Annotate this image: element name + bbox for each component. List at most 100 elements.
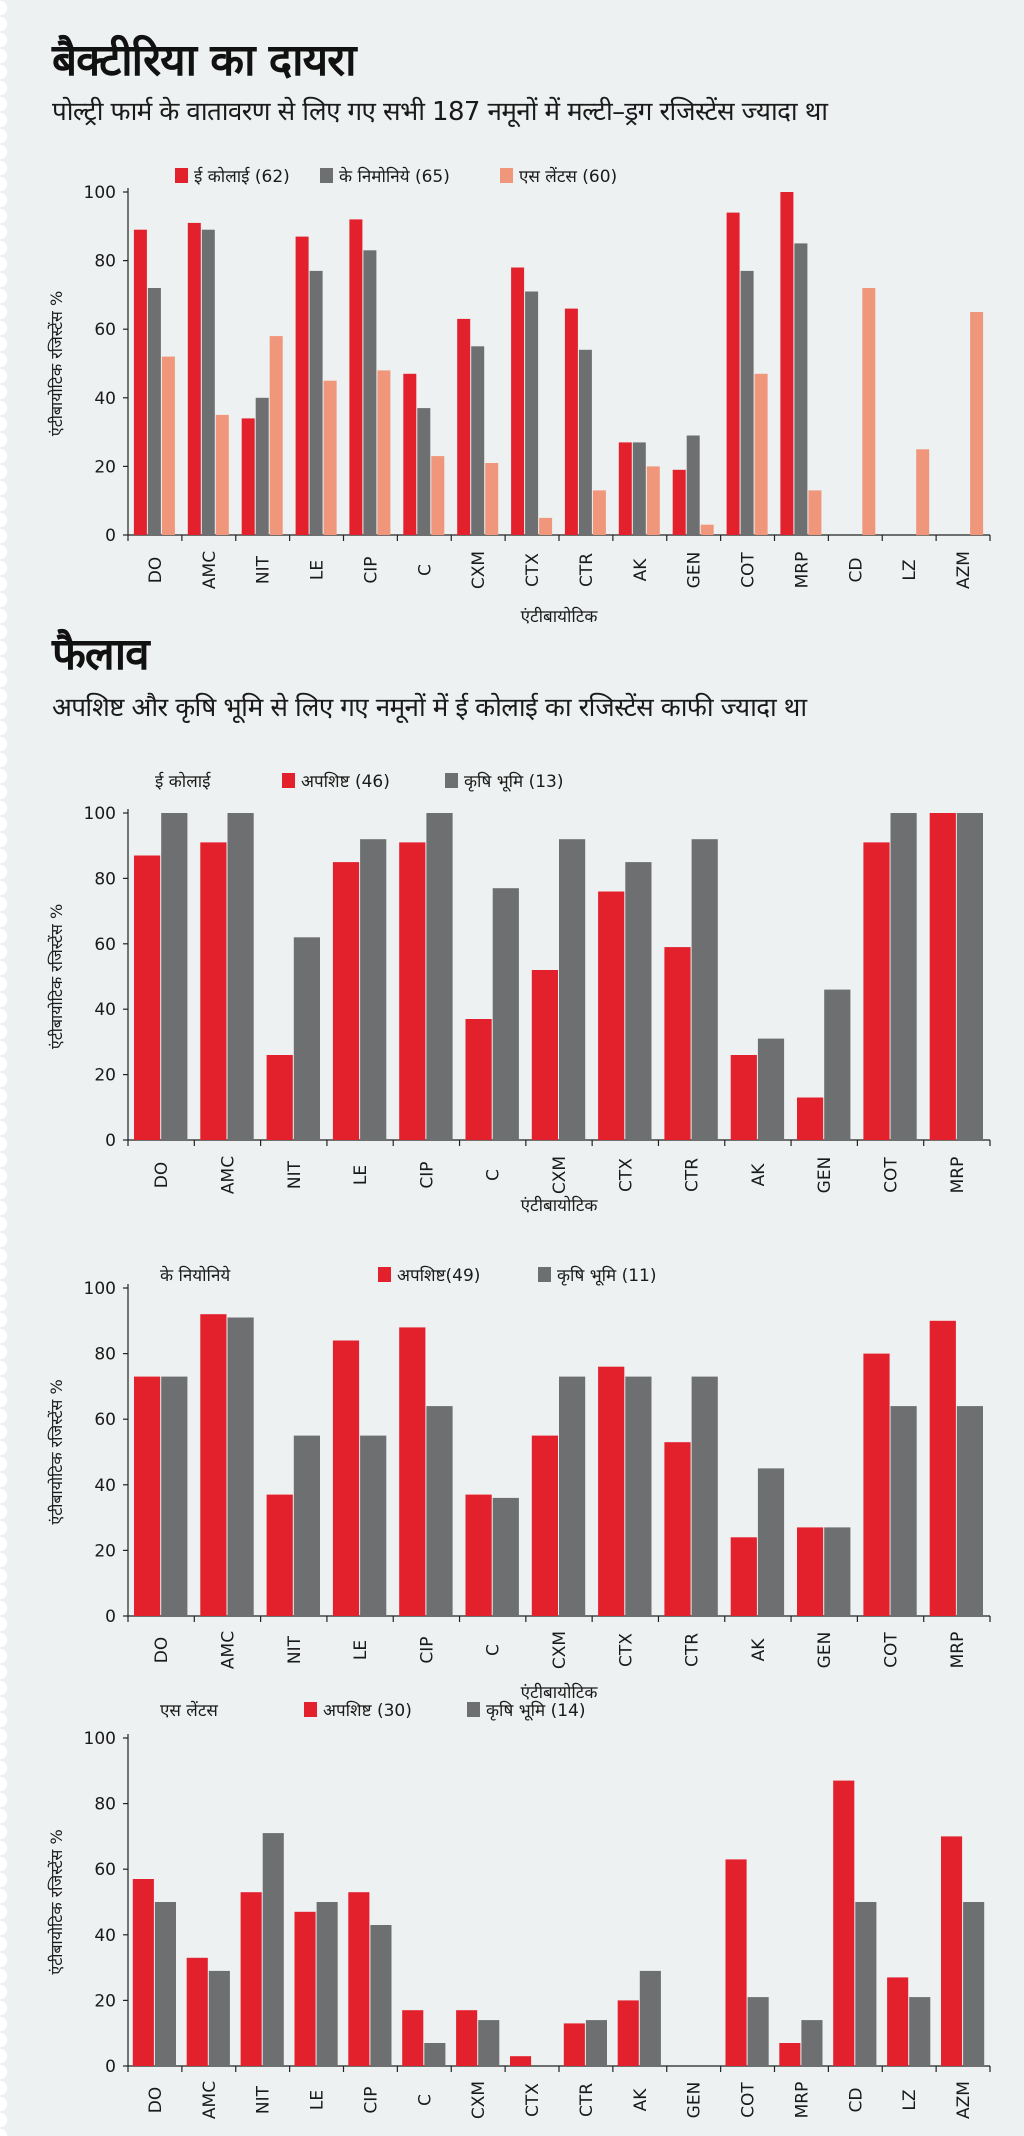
x-tick-label: C xyxy=(415,564,435,576)
bar-le-series-1 xyxy=(309,270,323,535)
x-tick-label: CXM xyxy=(550,1156,570,1194)
x-tick-label: MRP xyxy=(792,2082,812,2119)
bar-ak-series-2 xyxy=(646,466,660,535)
legend-label: के निमोनिये (65) xyxy=(339,166,450,187)
bar-cip-series-1 xyxy=(426,813,453,1140)
x-tick-label: CTR xyxy=(683,1158,703,1192)
bar-ctr-series-0 xyxy=(563,2023,585,2066)
bar-c-series-1 xyxy=(492,888,519,1140)
x-tick-label: C xyxy=(415,2094,435,2106)
bar-do-series-1 xyxy=(161,1376,188,1616)
bar-c-series-0 xyxy=(403,373,417,535)
bar-cxm-series-1 xyxy=(559,1376,586,1616)
x-tick-label: CD xyxy=(846,2088,866,2113)
bar-ctr-series-1 xyxy=(585,2020,607,2066)
chart-ecoli-svg: 0 20 40 60 80 100 एंटीबायोटिक रजिस्टेंस % DO AMC… xyxy=(47,771,991,1216)
legend-swatch xyxy=(500,168,513,183)
bar-nit-series-1 xyxy=(262,1833,284,2066)
torn-paper-edge xyxy=(0,0,22,2136)
y-tick-label: 20 xyxy=(94,1066,116,1086)
bar-cxm-series-0 xyxy=(456,2010,478,2066)
x-tick-label: C xyxy=(484,1644,504,1656)
y-axis-label: एंटीबायोटिक रजिस्टेंस % xyxy=(47,904,66,1049)
x-tick-label: NIT xyxy=(285,1160,305,1189)
y-tick-label: 100 xyxy=(84,1729,116,1749)
bar-cot-series-1 xyxy=(890,1406,917,1616)
bar-cd-series-0 xyxy=(833,1780,855,2066)
bar-ctx-series-0 xyxy=(511,267,525,535)
x-tick-label: CTX xyxy=(616,1633,636,1667)
x-tick-label: AK xyxy=(749,1163,769,1187)
bar-ctx-series-0 xyxy=(598,1366,625,1616)
x-tick-label: LE xyxy=(308,2090,328,2110)
bar-nit-series-0 xyxy=(266,1055,293,1140)
x-tick-label: CTX xyxy=(523,2083,543,2117)
bar-cot-series-0 xyxy=(725,1859,747,2066)
x-tick-label: LE xyxy=(308,560,328,580)
legend-swatch xyxy=(320,168,333,183)
bar-cxm-series-1 xyxy=(559,839,586,1140)
bar-do-series-1 xyxy=(147,288,161,535)
x-tick-label: AMC xyxy=(218,1156,238,1194)
x-tick-label: CXM xyxy=(469,551,489,589)
y-axis-label: एंटीबायोटिक रजिस्टेंस % xyxy=(47,1379,66,1524)
x-tick-label: LZ xyxy=(900,559,920,580)
section-subtitle-scope: पोल्ट्री फार्म के वातावरण से लिए गए सभी … xyxy=(52,97,828,127)
bar-mrp-series-1 xyxy=(956,1406,983,1616)
x-tick-label: NIT xyxy=(254,2085,274,2114)
bar-ak-series-0 xyxy=(618,442,632,535)
y-tick-label: 60 xyxy=(94,935,116,955)
legend-label: अपशिष्ट(49) xyxy=(397,1265,480,1286)
bar-cot-series-1 xyxy=(740,270,754,535)
bar-cd-series-1 xyxy=(855,1902,877,2066)
x-axis-label: एंटीबायोटिक xyxy=(521,1195,599,1216)
y-tick-label: 60 xyxy=(94,1410,116,1430)
x-tick-label: GEN xyxy=(815,1157,835,1194)
bar-cip-series-0 xyxy=(348,1892,370,2066)
y-tick-label: 0 xyxy=(105,526,116,546)
x-tick-label: LE xyxy=(351,1165,371,1185)
bar-ak-series-0 xyxy=(730,1537,757,1616)
bar-cxm-series-1 xyxy=(471,346,485,535)
section-title-spread: फैलाव xyxy=(52,629,150,680)
x-tick-label: DO xyxy=(152,1637,172,1663)
legend-label: कृषि भूमि (11) xyxy=(557,1265,657,1286)
chart-slentus-svg: 0 20 40 60 80 100 एंटीबायोटिक रजिस्टेंस % DO AMC… xyxy=(47,1700,991,2119)
bar-cot-series-0 xyxy=(863,1353,890,1616)
bar-ctx-series-0 xyxy=(510,2056,532,2066)
legend-swatch xyxy=(175,168,188,183)
x-tick-label: AZM xyxy=(954,2081,974,2119)
x-tick-label: GEN xyxy=(815,1632,835,1669)
bar-cot-series-2 xyxy=(754,373,768,535)
x-tick-label: COT xyxy=(739,2082,759,2118)
x-tick-label: CTX xyxy=(523,553,543,587)
bar-c-series-0 xyxy=(465,1019,492,1140)
x-tick-label: DO xyxy=(146,2087,166,2113)
bar-le-series-0 xyxy=(332,1340,360,1616)
bar-amc-series-0 xyxy=(200,1314,227,1616)
bar-cxm-series-1 xyxy=(478,2020,500,2066)
legend-label: कृषि भूमि (14) xyxy=(486,1700,586,1721)
bar-cip-series-0 xyxy=(349,219,363,535)
bar-gen-series-0 xyxy=(797,1097,824,1140)
bar-cxm-series-0 xyxy=(531,1435,558,1616)
bar-nit-series-0 xyxy=(240,1892,262,2066)
x-tick-label: CTR xyxy=(577,2083,597,2117)
bar-do-series-0 xyxy=(133,229,147,535)
bar-cot-series-0 xyxy=(726,212,740,535)
bar-amc-series-1 xyxy=(227,813,254,1140)
y-tick-label: 0 xyxy=(105,1131,116,1151)
y-tick-label: 100 xyxy=(84,183,116,203)
y-tick-label: 60 xyxy=(94,320,116,340)
bar-cd-series-2 xyxy=(862,288,876,535)
y-tick-label: 40 xyxy=(94,389,116,409)
y-tick-label: 40 xyxy=(94,1926,116,1946)
bar-azm-series-2 xyxy=(970,312,984,535)
bar-c-series-1 xyxy=(424,2043,446,2066)
bar-mrp-series-1 xyxy=(801,2020,823,2066)
x-tick-label: MRP xyxy=(948,1157,968,1194)
bar-cip-series-1 xyxy=(370,1925,392,2066)
bar-le-series-0 xyxy=(332,862,360,1140)
bar-ak-series-0 xyxy=(730,1055,757,1140)
y-tick-label: 40 xyxy=(94,1476,116,1496)
